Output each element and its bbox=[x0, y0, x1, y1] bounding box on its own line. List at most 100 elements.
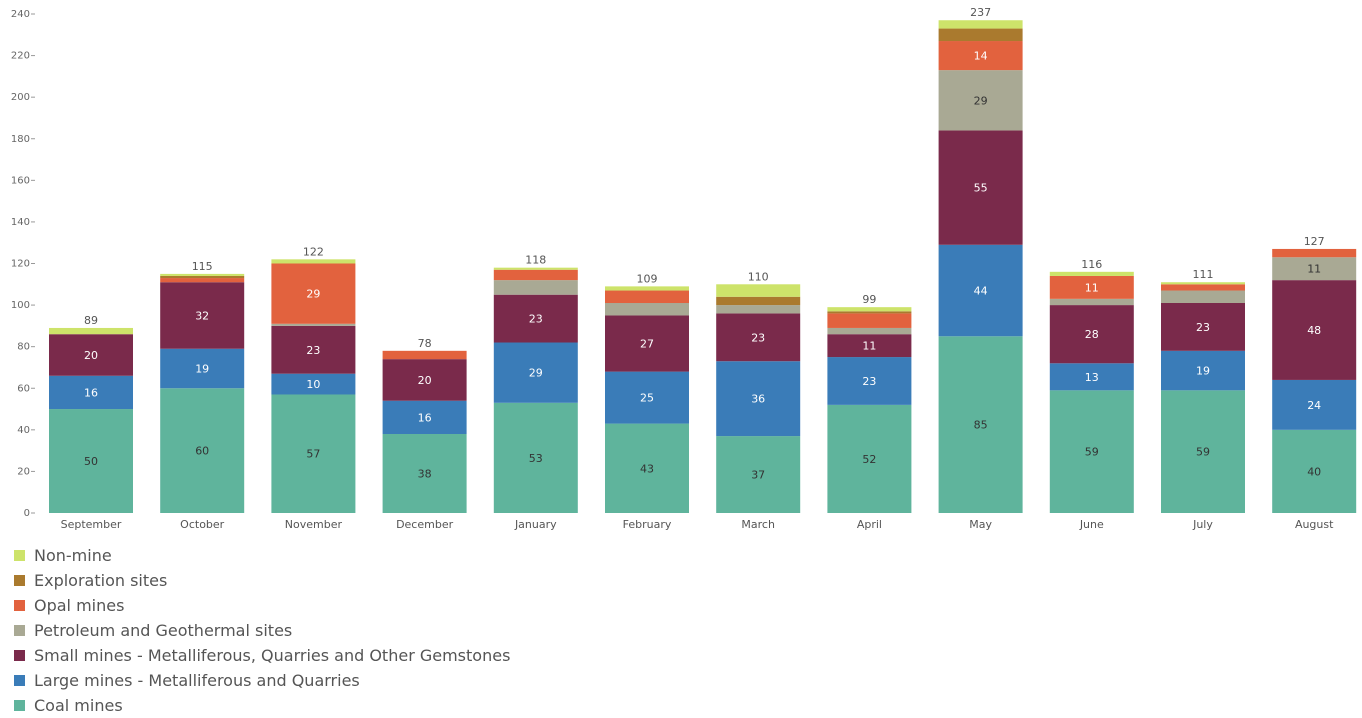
bar-total-label: 110 bbox=[748, 270, 769, 283]
segment-value-label: 10 bbox=[306, 378, 320, 391]
bar-segment bbox=[938, 20, 1023, 29]
y-tick-label: 120 bbox=[11, 259, 30, 270]
bar-segment bbox=[827, 307, 912, 312]
x-tick-label: December bbox=[396, 518, 454, 531]
bar-total-label: 111 bbox=[1193, 268, 1214, 281]
bar-total-label: 122 bbox=[303, 245, 324, 258]
bar-segment bbox=[160, 282, 245, 349]
legend-label: Small mines - Metalliferous, Quarries an… bbox=[34, 646, 511, 665]
bar-segment bbox=[271, 325, 356, 374]
segment-value-label: 59 bbox=[1085, 446, 1099, 459]
y-tick-label: 80 bbox=[17, 342, 30, 353]
bar-segment bbox=[49, 327, 133, 335]
bar-stack: 40 24 48 11 127 bbox=[1272, 235, 1357, 513]
segment-value-label: 20 bbox=[84, 349, 98, 362]
bar-segment bbox=[493, 294, 578, 343]
segment-value-label: 27 bbox=[640, 338, 654, 351]
bar-segment bbox=[493, 402, 578, 513]
bar-total-label: 116 bbox=[1081, 258, 1102, 271]
legend: Non-mine Exploration sites Opal mines Petro… bbox=[14, 543, 510, 718]
bar-segment bbox=[160, 388, 245, 513]
bar-segment bbox=[938, 28, 1023, 42]
segment-value-label: 20 bbox=[418, 374, 432, 387]
bar-segment bbox=[605, 371, 689, 424]
bar-segment bbox=[938, 244, 1023, 337]
bar-segment bbox=[1049, 271, 1134, 276]
x-tick-label: May bbox=[969, 518, 992, 531]
x-tick-label: February bbox=[623, 518, 672, 531]
bar-total-label: 89 bbox=[84, 314, 98, 327]
bar-segment bbox=[1272, 248, 1357, 258]
legend-swatch bbox=[14, 700, 25, 711]
segment-value-label: 43 bbox=[640, 462, 654, 475]
bar-segment bbox=[271, 394, 356, 513]
bar-segment bbox=[938, 70, 1023, 131]
bar-segment bbox=[271, 323, 356, 326]
bar-segment bbox=[938, 130, 1023, 245]
bar-segment bbox=[605, 286, 689, 291]
bar-segment bbox=[716, 436, 801, 513]
y-tick-label: 200 bbox=[11, 92, 30, 103]
bar-segment bbox=[716, 313, 801, 362]
segment-value-label: 36 bbox=[751, 393, 765, 406]
segment-value-label: 14 bbox=[974, 50, 988, 63]
segment-value-label: 25 bbox=[640, 392, 654, 405]
bar-segment bbox=[1161, 284, 1245, 291]
y-tick-label: 0 bbox=[24, 508, 30, 519]
bar-segment bbox=[1161, 350, 1245, 391]
bar-segment bbox=[827, 327, 912, 335]
bar-segment bbox=[160, 273, 245, 276]
x-tick-label: April bbox=[857, 518, 882, 531]
bar-segment bbox=[49, 409, 133, 513]
bar-segment bbox=[938, 336, 1023, 513]
segment-value-label: 53 bbox=[529, 452, 543, 465]
y-tick-label: 100 bbox=[11, 300, 30, 311]
bar-segment bbox=[605, 423, 689, 513]
x-tick-label: June bbox=[1079, 518, 1104, 531]
bar-segment bbox=[605, 303, 689, 316]
segment-value-label: 16 bbox=[418, 411, 432, 424]
x-tick-label: September bbox=[61, 518, 122, 531]
segment-value-label: 52 bbox=[862, 453, 876, 466]
bar-segment bbox=[716, 296, 801, 306]
x-tick-label: November bbox=[285, 518, 343, 531]
bar-segment bbox=[1049, 390, 1134, 513]
segment-value-label: 23 bbox=[306, 344, 320, 357]
bar-segment bbox=[938, 41, 1023, 71]
segment-value-label: 55 bbox=[974, 182, 988, 195]
bar-segment bbox=[1161, 282, 1245, 285]
bar-segment bbox=[1272, 429, 1357, 513]
legend-label: Exploration sites bbox=[34, 571, 168, 590]
bar-segment bbox=[605, 290, 689, 304]
legend-item: Petroleum and Geothermal sites bbox=[14, 618, 510, 643]
bar-total-label: 127 bbox=[1304, 235, 1325, 248]
legend-swatch bbox=[14, 625, 25, 636]
x-tick-label: January bbox=[514, 518, 557, 531]
bar-total-label: 109 bbox=[637, 272, 658, 285]
bar-segment bbox=[1161, 390, 1245, 513]
bar-segment bbox=[382, 350, 467, 360]
bar-segment bbox=[1049, 363, 1134, 391]
bar-segment bbox=[493, 267, 578, 270]
bar-segment bbox=[827, 404, 912, 513]
bar-stack: 52 23 11 99 bbox=[827, 293, 912, 513]
y-tick-label: 60 bbox=[17, 383, 30, 394]
segment-value-label: 57 bbox=[306, 448, 320, 461]
segment-value-label: 28 bbox=[1085, 328, 1099, 341]
segment-value-label: 38 bbox=[418, 467, 432, 480]
bar-segment bbox=[1161, 303, 1245, 351]
bar-segment bbox=[271, 259, 356, 264]
segment-value-label: 59 bbox=[1196, 446, 1210, 459]
segment-value-label: 13 bbox=[1085, 371, 1099, 384]
bar-segment bbox=[1272, 379, 1357, 430]
segment-value-label: 48 bbox=[1307, 324, 1321, 337]
y-tick-label: 220 bbox=[11, 51, 30, 62]
bar-segment bbox=[1161, 290, 1245, 304]
bar-segment bbox=[160, 278, 245, 283]
bar-segment bbox=[827, 334, 912, 358]
x-tick-label: August bbox=[1295, 518, 1334, 531]
bar-segment bbox=[1272, 257, 1357, 281]
bar-segment bbox=[271, 373, 356, 395]
y-axis: 0 20 40 60 80 100 120 140 160 180 200 220 240 bbox=[11, 9, 35, 519]
x-tick-label: March bbox=[741, 518, 775, 531]
